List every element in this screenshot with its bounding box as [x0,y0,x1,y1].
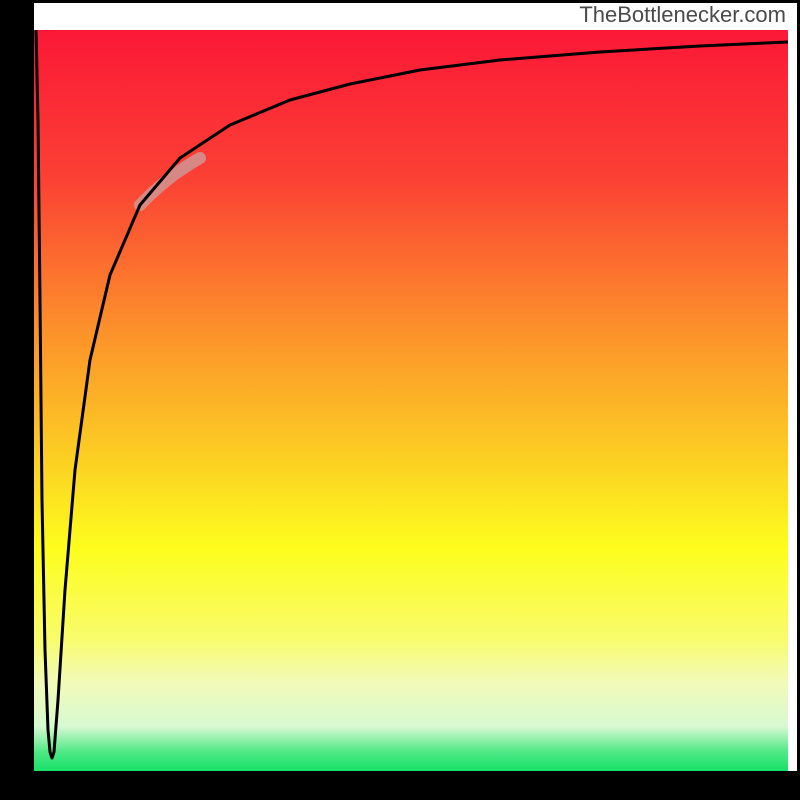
watermark-text: TheBottlenecker.com [579,2,786,28]
gradient-background [34,30,788,771]
bottleneck-chart [0,0,800,800]
frame-left [0,0,34,800]
frame-bottom [0,771,800,800]
